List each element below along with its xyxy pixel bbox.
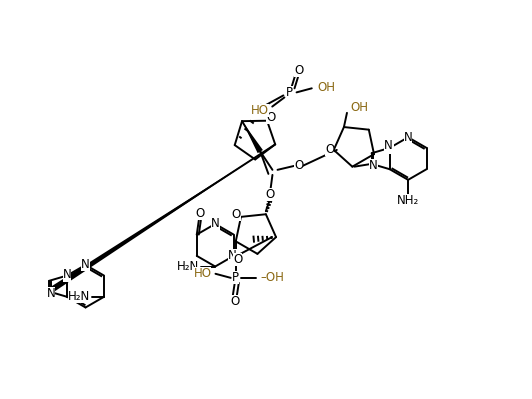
Text: O: O [325, 143, 334, 156]
Text: O: O [195, 207, 204, 220]
Text: P: P [232, 271, 239, 284]
Text: O: O [233, 253, 243, 266]
Text: N: N [63, 269, 71, 282]
Polygon shape [242, 121, 263, 153]
Text: N: N [81, 259, 90, 271]
Text: O: O [230, 294, 239, 308]
Text: N: N [369, 160, 378, 172]
Text: O: O [231, 208, 240, 221]
Text: HO: HO [251, 104, 269, 117]
Text: N: N [385, 141, 394, 154]
Text: OH: OH [318, 81, 336, 94]
Text: N: N [63, 268, 71, 281]
Text: O: O [294, 159, 303, 172]
Text: N: N [404, 131, 412, 144]
Text: N: N [384, 139, 393, 152]
Text: H₂N: H₂N [68, 290, 90, 303]
Text: O: O [267, 111, 276, 124]
Text: H₂N: H₂N [177, 260, 199, 273]
Text: O: O [266, 188, 275, 201]
Text: HO: HO [194, 267, 211, 280]
Text: NH₂: NH₂ [397, 194, 419, 207]
Polygon shape [47, 144, 275, 294]
Text: N: N [228, 249, 237, 263]
Text: –OH: –OH [260, 271, 284, 284]
Text: P: P [286, 86, 293, 99]
Text: N: N [47, 287, 55, 300]
Text: N: N [211, 217, 220, 231]
Text: OH: OH [350, 101, 368, 114]
Text: O: O [294, 63, 303, 77]
